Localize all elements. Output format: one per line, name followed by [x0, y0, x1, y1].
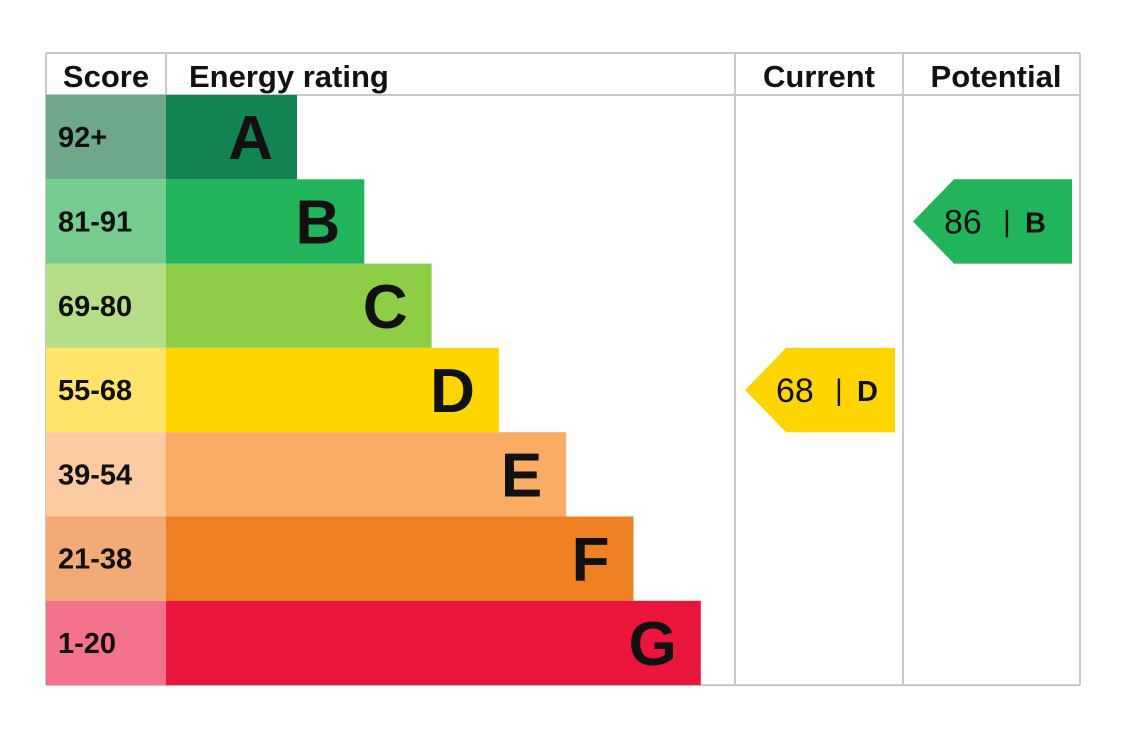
score-cell: [46, 179, 166, 264]
score-label: 92+: [58, 122, 107, 154]
rating-letter: G: [629, 610, 677, 679]
band-d: 55-68 D: [46, 347, 499, 433]
rating-indicators: 68 | D 86 | B: [745, 179, 1072, 433]
current-rating-indicator: 68 | D: [745, 347, 895, 433]
band-g: 1-20 G: [46, 600, 701, 686]
rating-letter: F: [572, 526, 610, 595]
score-cell: [46, 516, 166, 601]
potential-rating-indicator: 86 | B: [913, 179, 1072, 264]
rating-bar: [166, 347, 499, 433]
band-c: 69-80 C: [46, 263, 432, 348]
indicator-value: 68: [776, 372, 814, 410]
rating-bar: [166, 179, 365, 264]
header-row: Score Energy rating Current Potential: [63, 59, 1062, 94]
score-cell: [46, 347, 166, 433]
band-e: 39-54 E: [46, 432, 567, 517]
rating-bar: [166, 263, 432, 348]
band-b: 81-91 B: [46, 179, 365, 264]
score-cell: [46, 432, 166, 517]
rating-letter: E: [501, 441, 542, 510]
score-label: 21-38: [58, 544, 132, 576]
score-label: 81-91: [58, 206, 132, 238]
indicator-arrow: [913, 179, 1072, 264]
score-header: Score: [63, 59, 149, 94]
indicator-value: 86: [944, 203, 982, 241]
score-cell: [46, 95, 166, 180]
rating-bar: [166, 516, 634, 601]
energy-rating-header: Energy rating: [189, 59, 389, 94]
current-header: Current: [763, 59, 875, 94]
score-cell: [46, 263, 166, 348]
score-cell: [46, 600, 166, 686]
potential-header: Potential: [931, 59, 1062, 94]
rating-letter: D: [430, 357, 475, 426]
indicator-letter: B: [1025, 207, 1046, 239]
indicator-letter: D: [857, 376, 878, 408]
rating-bar: [166, 432, 567, 517]
indicator-arrow: [745, 347, 895, 433]
indicator-separator: |: [835, 374, 843, 407]
band-f: 21-38 F: [46, 516, 634, 601]
rating-bands: 92+ A 81-91 B 69-80 C 55-68 D 39-54 E 21-38 F 1-20 G: [46, 95, 701, 686]
band-a: 92+ A: [46, 95, 297, 180]
rating-letter: A: [228, 104, 273, 173]
score-label: 1-20: [58, 628, 116, 660]
score-label: 55-68: [58, 375, 132, 407]
rating-letter: B: [296, 188, 341, 257]
score-label: 39-54: [58, 459, 132, 491]
score-label: 69-80: [58, 291, 132, 323]
indicator-separator: |: [1003, 205, 1011, 238]
rating-bar: [166, 95, 297, 180]
rating-letter: C: [363, 273, 408, 342]
rating-bar: [166, 600, 701, 686]
